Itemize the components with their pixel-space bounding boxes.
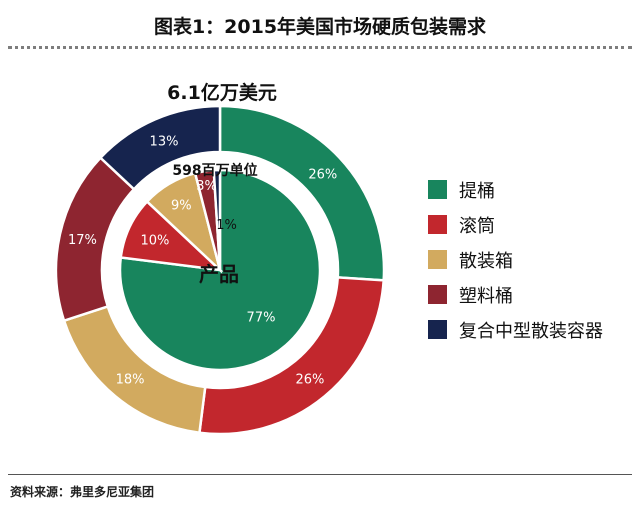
inner-slice-label-4: 3%	[196, 179, 217, 194]
legend-item: 复合中型散装容器	[428, 312, 603, 347]
source-note: 资料来源：弗里多尼亚集团	[10, 485, 155, 499]
inner-ring-title: 598百万单位	[172, 162, 257, 179]
legend: 提桶滚筒散装箱塑料桶复合中型散装容器	[428, 172, 603, 347]
legend-label: 滚筒	[459, 215, 495, 237]
title-divider	[8, 46, 632, 49]
inner-slice-5	[212, 168, 222, 271]
outer-slice-label-5: 13%	[150, 135, 179, 150]
legend-label: 塑料桶	[459, 285, 513, 307]
legend-item: 提桶	[428, 172, 603, 207]
legend-swatch	[428, 180, 447, 199]
inner-slice-label-1: 77%	[247, 311, 276, 326]
donut-chart: 26% 26% 18% 17% 13% 77% 10% 9% 3% 1% 6.1亿万美元 598…	[54, 81, 386, 436]
legend-item: 滚筒	[428, 207, 603, 242]
legend-swatch	[428, 285, 447, 304]
outer-slice-label-2: 26%	[295, 373, 324, 388]
outer-ring: 26% 26% 18% 17% 13%	[54, 104, 386, 436]
inner-ring: 77% 10% 9% 3% 1%	[118, 168, 322, 372]
footer-divider	[8, 474, 632, 475]
legend-swatch	[428, 320, 447, 339]
legend-label: 提桶	[459, 180, 495, 202]
outer-slice-5	[98, 104, 222, 191]
legend-item: 散装箱	[428, 242, 603, 277]
outer-slice-label-3: 18%	[116, 373, 145, 388]
legend-swatch	[428, 215, 447, 234]
legend-swatch	[428, 250, 447, 269]
outer-slice-label-1: 26%	[308, 168, 337, 183]
outer-ring-title: 6.1亿万美元	[167, 81, 277, 104]
inner-slice-label-2: 10%	[140, 233, 169, 248]
legend-label: 复合中型散装容器	[459, 320, 603, 342]
legend-label: 散装箱	[459, 250, 513, 272]
figure-title: 图表1：2015年美国市场硬质包装需求	[153, 16, 487, 38]
inner-slice-label-3: 9%	[171, 199, 192, 214]
outer-slice-label-4: 17%	[68, 233, 97, 248]
inner-slice-label-5: 1%	[216, 218, 237, 233]
center-label: 产品	[199, 262, 239, 286]
legend-item: 塑料桶	[428, 277, 603, 312]
